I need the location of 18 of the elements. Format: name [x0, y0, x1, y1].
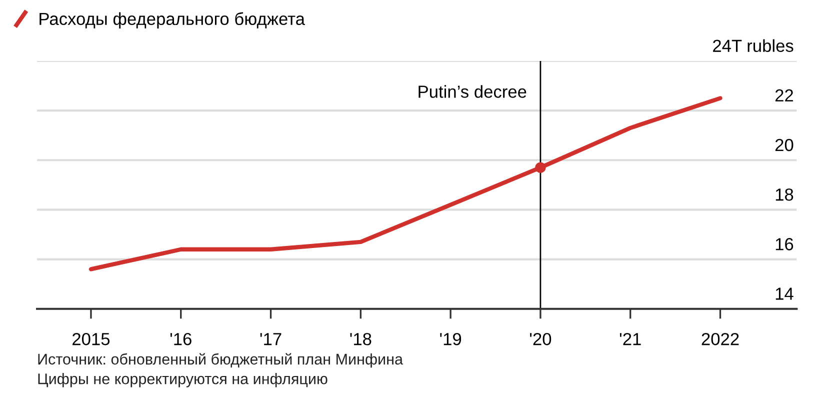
- x-tick-label: '18: [350, 332, 372, 346]
- text: Цифры не корректируются на инфляцию: [38, 373, 328, 388]
- x-tick-label: 2022: [702, 332, 739, 346]
- ref-line-label: Putin’s decree: [418, 85, 526, 98]
- y-tick-label: 16: [776, 238, 794, 250]
- legend-label: Расходы федерального бюджета: [40, 12, 305, 28]
- x-tick-label: '17: [260, 333, 282, 346]
- x-tick-label: '20: [530, 332, 552, 346]
- x-tick-label: '21: [620, 332, 641, 346]
- y-tick-label: 24T rubles: [713, 39, 794, 52]
- y-tick-label: 20: [775, 138, 794, 152]
- text: Источник: обновленный бюджетный план Минфина: [38, 353, 404, 368]
- y-tick-label: 14: [776, 288, 794, 300]
- x-tick-label: '16: [170, 332, 192, 346]
- x-tick-label: '19: [440, 332, 462, 346]
- x-tick-label: 2015: [72, 332, 110, 346]
- y-tick-label: 18: [776, 188, 794, 201]
- y-tick-label: 22: [775, 89, 794, 102]
